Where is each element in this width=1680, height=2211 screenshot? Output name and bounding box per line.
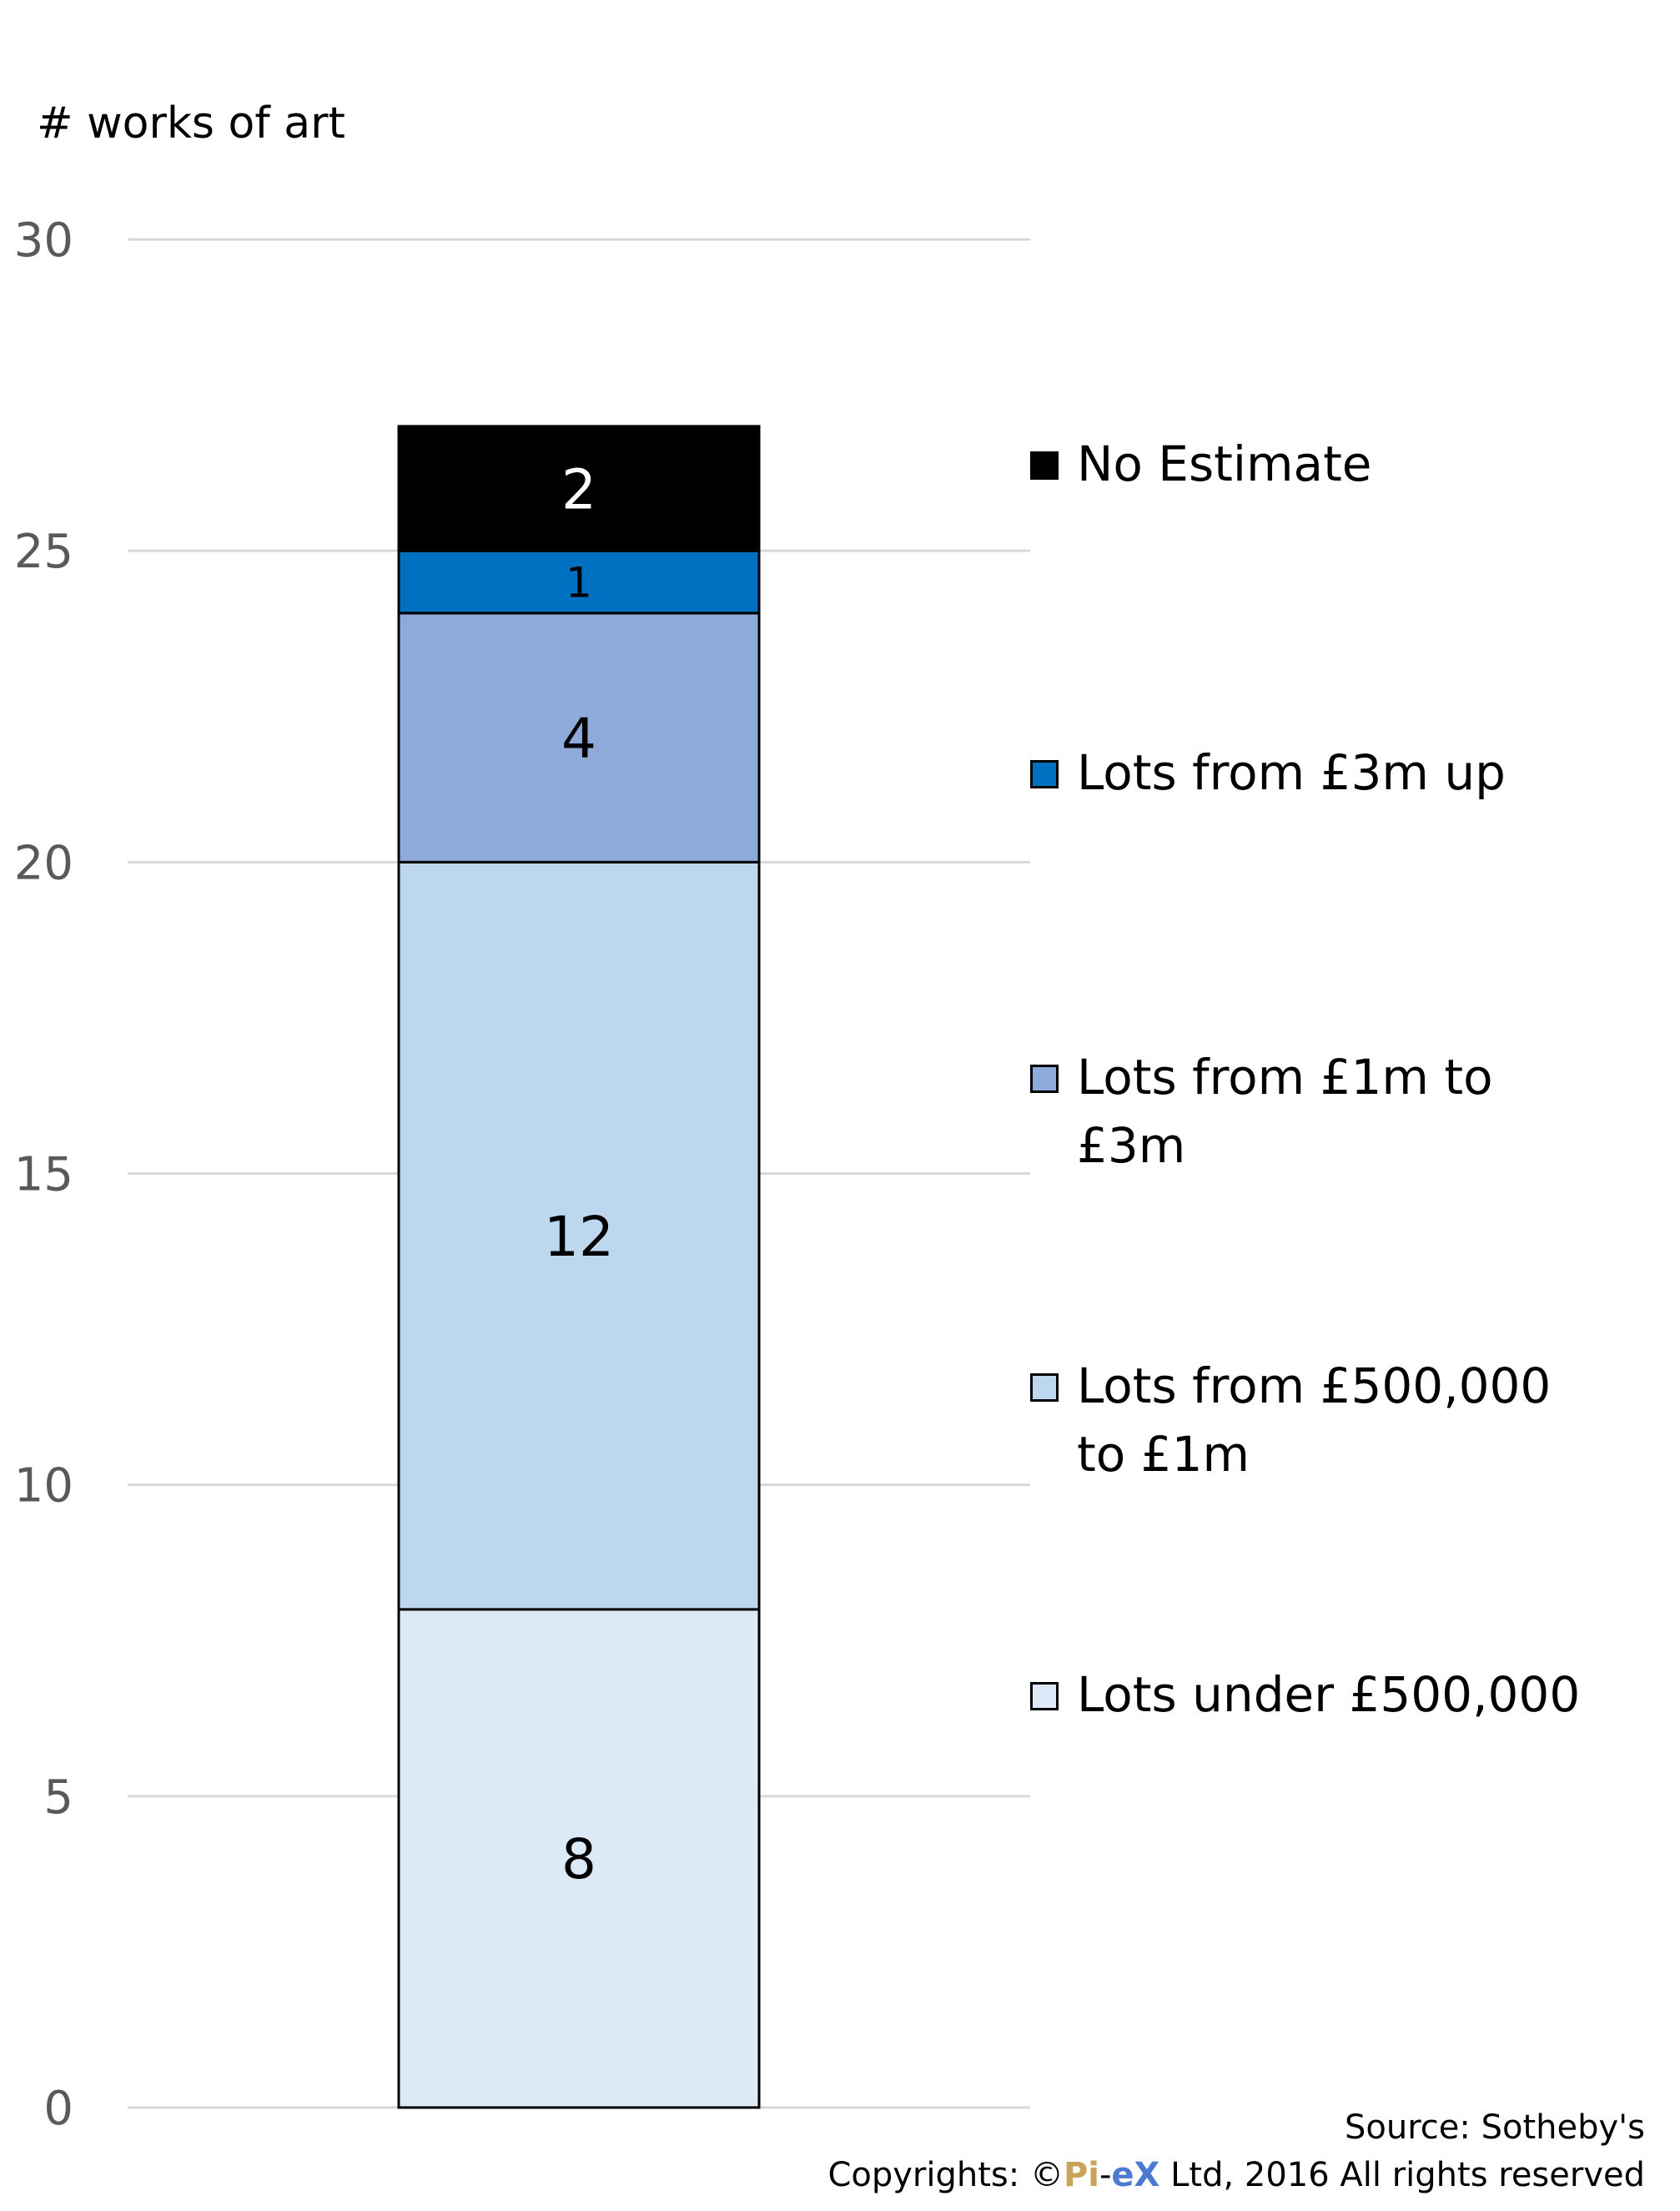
bar-segment-5 (397, 425, 761, 552)
y-axis-label: # works of art (37, 98, 345, 149)
legend-label: Lots from £3m up (1077, 744, 1506, 801)
y-tick-label: 25 (14, 525, 73, 579)
legend-swatch (1030, 451, 1059, 480)
y-axis-tick-labels: 0 5 10 15 20 25 30 (14, 214, 73, 2136)
stacked-bar (397, 425, 761, 2109)
legend-swatch (1030, 1682, 1059, 1710)
data-label: 12 (544, 1205, 614, 1269)
copyright-note: Copyrights: ©Pi-eX Ltd, 2016 All rights … (827, 2156, 1645, 2194)
data-label: 8 (561, 1827, 596, 1891)
brand-separator: - (1099, 2156, 1112, 2194)
legend-label: Lots under £500,000 (1077, 1666, 1581, 1723)
brand-pi: Pi (1063, 2156, 1099, 2194)
y-tick-label: 15 (14, 1148, 73, 1202)
legend-label: Lots from £500,000 to £1m (1077, 1357, 1552, 1483)
legend-label: No Estimate (1077, 436, 1372, 492)
brand-ex: eX (1111, 2156, 1160, 2194)
bar-segment-3 (397, 612, 761, 864)
bar-segment-2 (397, 860, 761, 1611)
source-note: Source: Sotheby's (1345, 2108, 1645, 2147)
data-label: 1 (566, 558, 592, 607)
y-tick-label: 0 (43, 2082, 73, 2136)
legend-swatch (1030, 760, 1059, 788)
y-tick-label: 10 (14, 1459, 73, 1513)
data-label: 4 (561, 707, 596, 771)
legend-label: Lots from £1m to £3m (1077, 1049, 1493, 1174)
copyright-prefix: Copyrights: © (827, 2156, 1064, 2194)
y-tick-label: 5 (43, 1770, 73, 1825)
data-label: 2 (561, 457, 596, 521)
bar-segment-1 (397, 1608, 761, 2109)
y-tick-label: 30 (14, 214, 73, 268)
copyright-suffix: Ltd, 2016 All rights reserved (1159, 2156, 1645, 2194)
y-tick-label: 20 (14, 836, 73, 890)
legend-swatch (1030, 1373, 1059, 1402)
legend-swatch (1030, 1065, 1059, 1093)
